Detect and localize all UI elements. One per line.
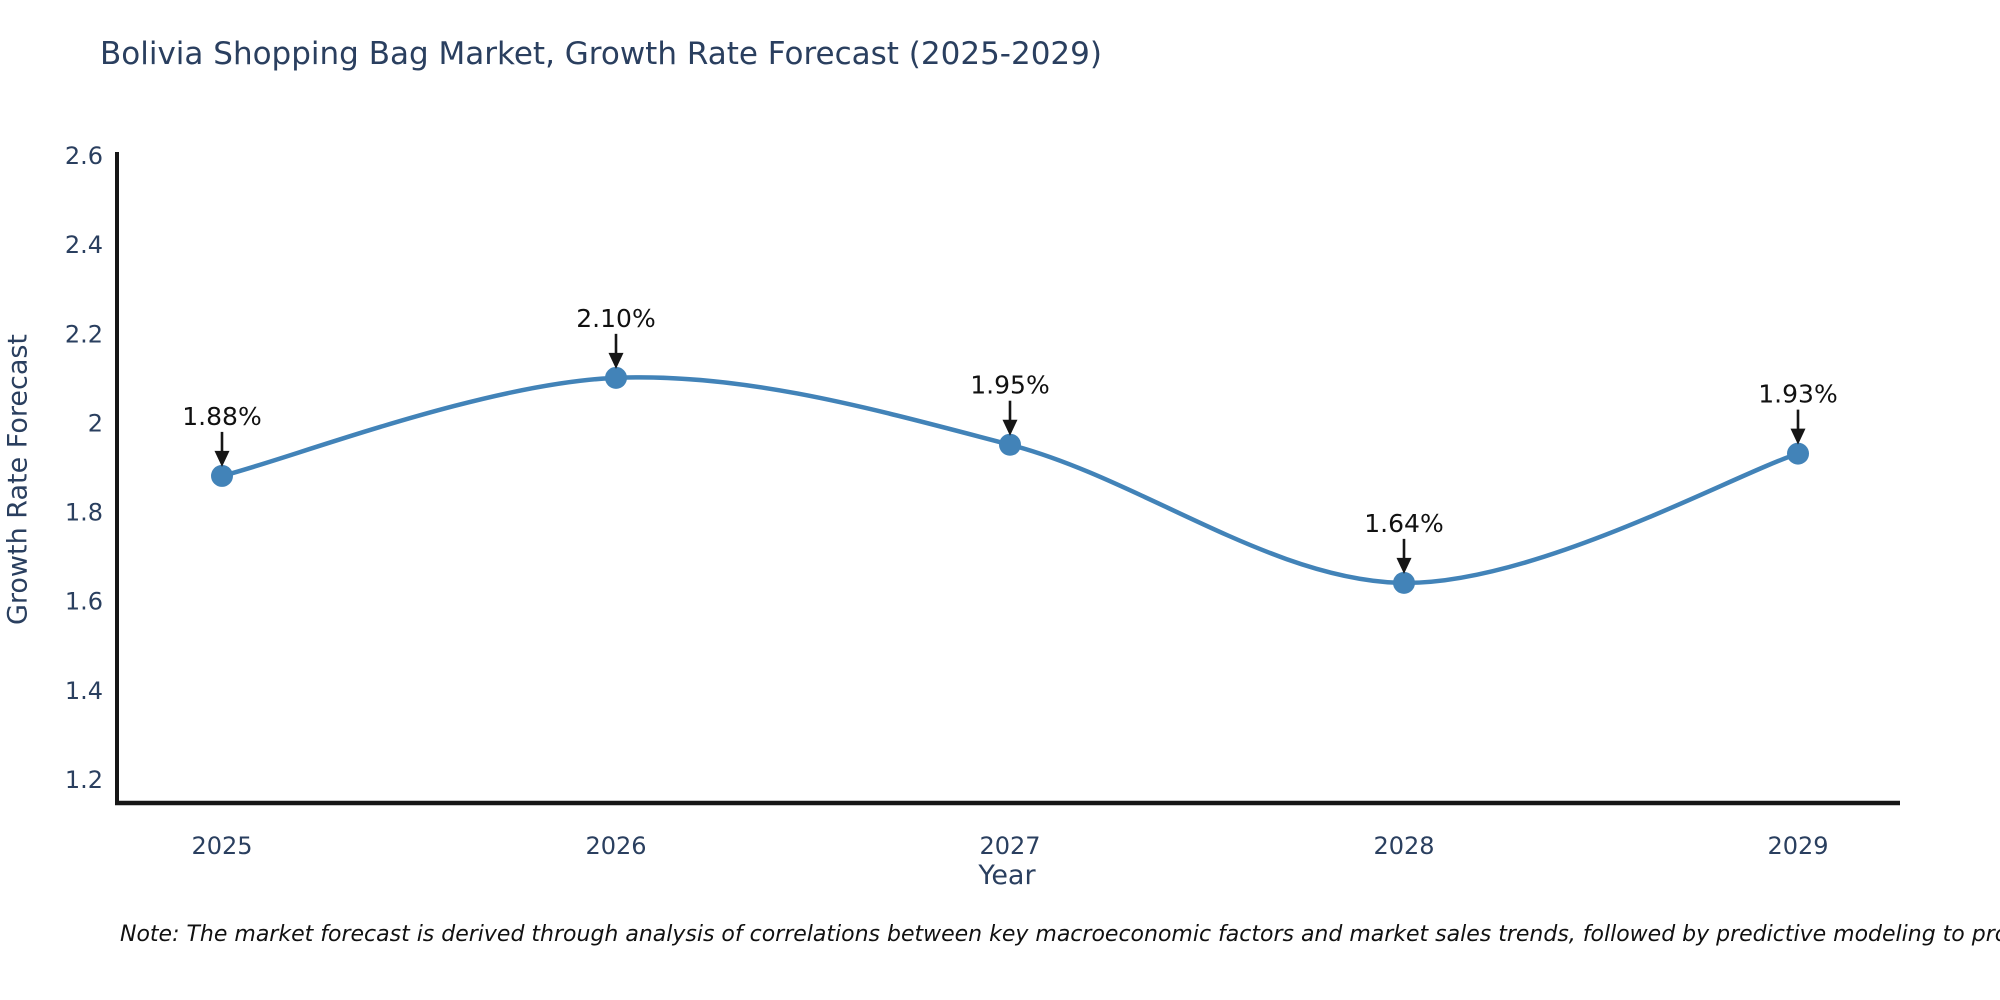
data-point-marker [1787,442,1809,465]
y-tick-label: 1.4 [65,677,103,705]
y-tick-label: 1.8 [65,499,103,527]
page-title: Bolivia Shopping Bag Market, Growth Rate… [100,36,1102,72]
annotation-label: 1.93% [1758,380,1837,409]
annotation-arrow-head [1396,557,1412,574]
annotation-arrow-head [608,352,624,369]
annotation-label: 2.10% [576,304,655,333]
annotation-label: 1.95% [970,371,1049,400]
x-tick-label: 2029 [1767,832,1828,860]
data-point-marker [211,464,233,487]
annotation-arrow-head [214,450,230,467]
x-tick-label: 2025 [191,832,252,860]
footnote: Note: The market forecast is derived thr… [120,922,2000,947]
y-tick-label: 1.2 [65,766,103,794]
annotation-arrow-head [1790,428,1806,445]
data-point-marker [1393,571,1415,594]
y-axis-title: Growth Rate Forecast [2,333,34,626]
x-tick-label: 2028 [1373,832,1434,860]
y-tick-label: 2.4 [65,231,103,259]
x-tick-label: 2027 [979,832,1040,860]
annotation-label: 1.88% [182,402,261,431]
annotation-arrow-head [1002,419,1018,436]
y-tick-label: 1.6 [65,588,103,616]
y-tick-label: 2.2 [65,320,103,348]
y-tick-label: 2 [88,409,103,437]
x-axis-title: Year [978,860,1036,891]
annotation-label: 1.64% [1364,509,1443,538]
x-tick-label: 2026 [585,832,646,860]
data-point-marker [999,433,1021,456]
y-tick-label: 2.6 [65,142,103,170]
data-point-marker [605,366,627,389]
